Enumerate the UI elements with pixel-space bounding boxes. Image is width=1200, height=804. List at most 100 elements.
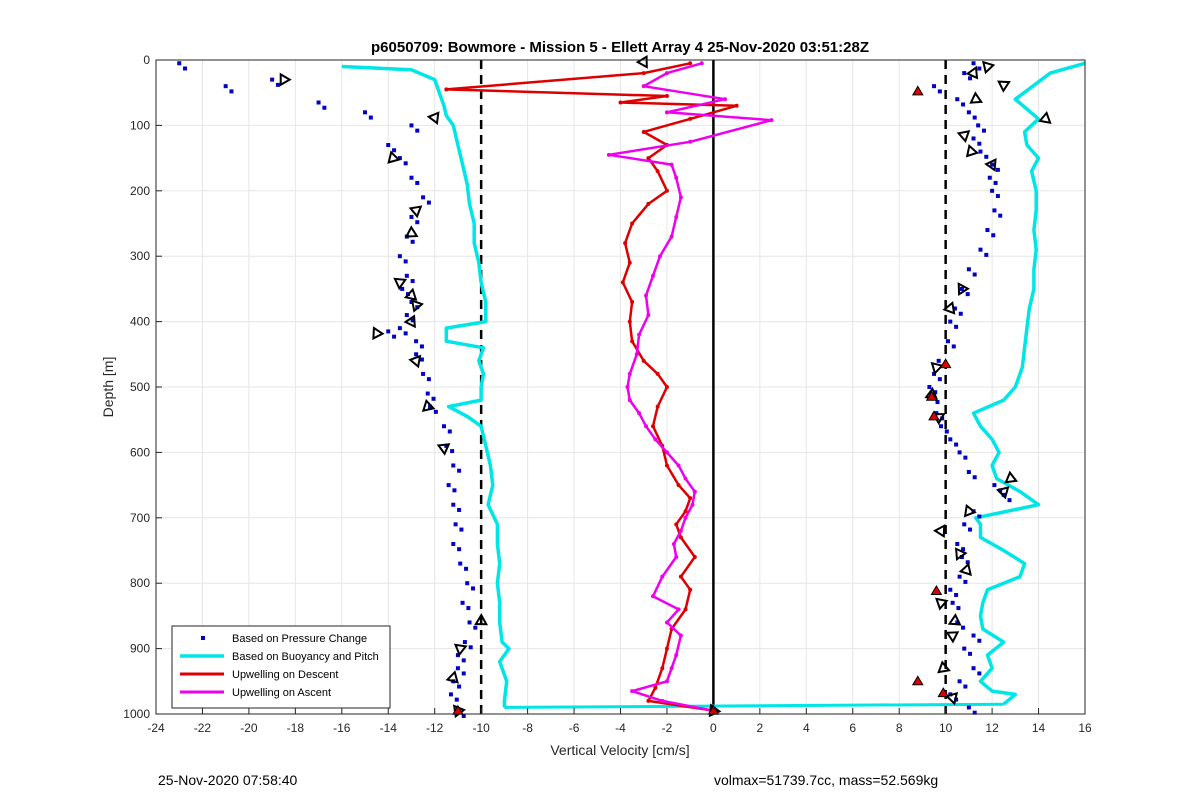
- triangle-marker: [372, 326, 385, 341]
- upwelling-point: [623, 241, 628, 246]
- pressure-point: [961, 625, 966, 630]
- pressure-point: [945, 339, 950, 344]
- upwelling-point: [620, 280, 625, 285]
- upwelling-point: [664, 93, 669, 98]
- y-tick-label: 100: [130, 118, 150, 132]
- upwelling-point: [657, 254, 662, 259]
- pressure-point: [229, 89, 234, 94]
- pressure-point: [933, 390, 938, 395]
- triangle-marker: [942, 301, 956, 315]
- triangle-marker: [1004, 470, 1019, 484]
- red-marker: [911, 675, 924, 686]
- pressure-point: [959, 286, 964, 291]
- upwelling-point: [641, 358, 646, 363]
- x-tick-label: -2: [662, 721, 673, 735]
- upwelling-point: [669, 666, 674, 671]
- pressure-point: [939, 424, 944, 429]
- legend-label: Based on Pressure Change: [232, 633, 367, 645]
- triangle-marker: [1038, 111, 1052, 124]
- legend-label: Upwelling on Descent: [232, 669, 338, 681]
- pressure-point: [451, 541, 456, 546]
- x-tick-label: 8: [896, 721, 903, 735]
- pressure-point: [948, 587, 953, 592]
- upwelling-point: [688, 496, 693, 501]
- upwelling-point: [637, 332, 642, 337]
- upwelling-point: [699, 61, 704, 66]
- pressure-point: [985, 228, 990, 233]
- pressure-point: [450, 449, 455, 454]
- pressure-point: [937, 89, 942, 94]
- pressure-point: [971, 136, 976, 141]
- triangle-marker: [995, 486, 1010, 500]
- upwelling-point: [644, 293, 649, 298]
- upwelling-point: [676, 483, 681, 488]
- upwelling-point: [692, 555, 697, 560]
- triangle-marker: [403, 287, 418, 301]
- pressure-point: [992, 208, 997, 213]
- y-tick-label: 200: [130, 184, 150, 198]
- upwelling-point: [664, 620, 669, 625]
- x-tick-label: -8: [522, 721, 533, 735]
- legend-box: [171, 625, 391, 709]
- upwelling-point: [669, 162, 674, 167]
- upwelling-point: [678, 633, 683, 638]
- triangle-marker: [945, 631, 960, 644]
- legend-label: Upwelling on Ascent: [232, 687, 331, 699]
- pressure-point: [415, 128, 420, 133]
- upwelling-point: [692, 489, 697, 494]
- pressure-point: [457, 468, 462, 473]
- triangle-marker: [436, 443, 451, 456]
- x-tick-label: 14: [1032, 721, 1046, 735]
- upwelling-point: [664, 71, 669, 76]
- pressure-point: [995, 194, 1000, 199]
- pressure-point: [451, 463, 456, 468]
- triangle-marker: [635, 54, 648, 69]
- pressure-point: [409, 175, 414, 180]
- upwelling-point: [723, 97, 728, 102]
- pressure-point: [471, 586, 476, 591]
- red-marker: [928, 410, 940, 421]
- upwelling-point: [637, 411, 642, 416]
- pressure-point: [954, 592, 959, 597]
- pressure-point: [990, 188, 995, 193]
- pressure-point: [978, 149, 983, 154]
- y-tick-label: 900: [130, 642, 150, 656]
- triangle-marker: [403, 314, 416, 329]
- triangle-marker: [445, 670, 459, 684]
- pressure-point: [409, 123, 414, 128]
- x-tick-label: -12: [426, 721, 444, 735]
- pressure-point: [971, 61, 976, 66]
- upwelling-point: [669, 234, 674, 239]
- pressure-point: [183, 66, 188, 71]
- pressure-point: [466, 606, 471, 611]
- triangle-marker: [408, 205, 423, 219]
- triangle-marker: [954, 547, 968, 562]
- pressure-point: [972, 272, 977, 277]
- pressure-point: [403, 259, 408, 264]
- upwelling-point: [646, 156, 651, 161]
- pressure-point: [425, 391, 430, 396]
- pressure-point: [958, 311, 963, 316]
- pressure-point: [961, 102, 966, 107]
- pressure-point: [461, 658, 466, 663]
- x-tick-label: -10: [472, 721, 490, 735]
- x-tick-label: -4: [615, 721, 626, 735]
- pressure-point: [451, 502, 456, 507]
- triangle-marker: [453, 643, 468, 657]
- x-tick-label: -22: [194, 721, 212, 735]
- pressure-point: [995, 167, 1000, 172]
- pressure-point: [404, 273, 409, 278]
- upwelling-point: [664, 450, 669, 455]
- pressure-point: [944, 429, 949, 434]
- upwelling-point: [664, 679, 669, 684]
- upwelling-point: [660, 698, 665, 703]
- triangle-marker: [937, 660, 951, 674]
- pressure-point: [410, 318, 415, 323]
- pressure-point: [968, 527, 973, 532]
- upwelling-point: [678, 528, 683, 533]
- pressure-point: [386, 143, 391, 148]
- pressure-point: [403, 161, 408, 166]
- red-marker: [937, 687, 950, 698]
- legend-label: Based on Buoyancy and Pitch: [232, 651, 379, 663]
- pressure-point: [948, 437, 953, 442]
